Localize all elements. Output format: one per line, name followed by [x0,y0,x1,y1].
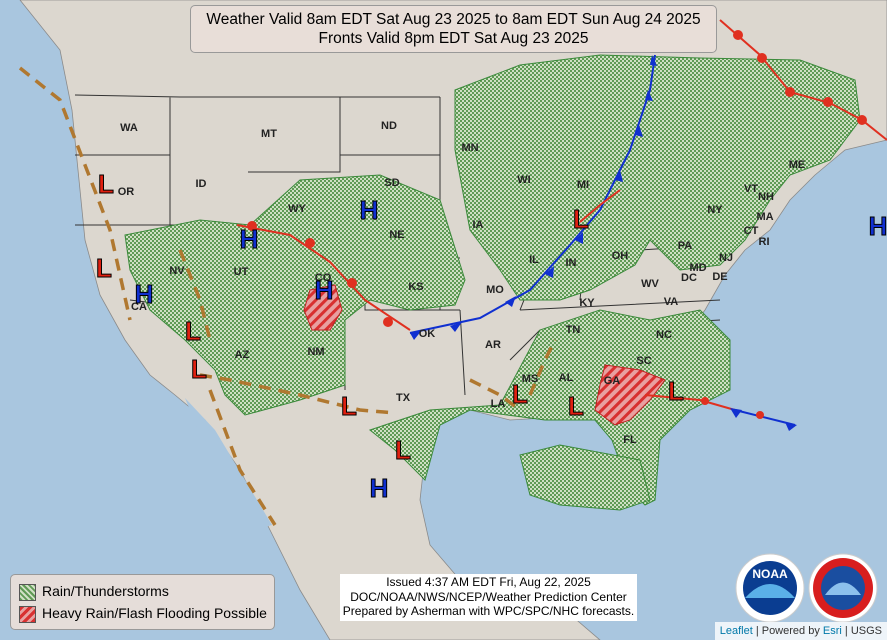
state-label: MT [261,128,277,140]
state-label: MS [522,373,539,385]
low-pressure: L [512,379,528,409]
state-label: SD [384,177,399,189]
issued-line: DOC/NOAA/NWS/NCEP/Weather Prediction Cen… [350,589,627,604]
title-box: Weather Valid 8am EDT Sat Aug 23 2025 to… [190,5,717,53]
leaflet-link[interactable]: Leaflet [719,625,753,637]
state-label: MA [756,211,773,223]
legend-label: Rain/Thunderstorms [42,583,169,599]
state-label: MN [461,142,478,154]
state-label: ID [196,178,207,190]
state-label: NY [707,204,723,216]
baja [185,398,272,528]
state-label: IL [529,254,539,266]
title-line: Weather Valid 8am EDT Sat Aug 23 2025 to… [206,11,701,28]
attribution-text: | USGS [844,625,882,637]
state-label: OH [612,250,629,262]
issued-box: Issued 4:37 AM EDT Fri, Aug 22, 2025 DOC… [340,574,637,621]
low-pressure: L [185,316,201,346]
state-label: MO [486,284,504,296]
state-label: WV [641,278,659,290]
state-label: GA [604,375,621,387]
state-label: UT [234,266,249,278]
state-label: DC [681,272,697,284]
state-label: LA [491,398,506,410]
state-label: ND [381,120,397,132]
state-label: CO [315,272,332,284]
state-label: NM [307,346,324,358]
state-label: NV [169,265,185,277]
state-label: PA [678,240,693,252]
front-symbols [247,30,867,431]
low-pressure: L [191,354,207,384]
low-pressure: L [568,391,584,421]
legend-item: Rain/Thunderstorms [19,581,169,601]
attribution-text: | Powered by [755,625,820,637]
state-label: VT [744,183,758,195]
rain-areas [124,54,861,511]
attribution: Leaflet | Powered by Esri | USGS [714,622,887,640]
issued-line: Prepared by Asherman with WPC/SPC/NHC fo… [342,604,635,618]
fronts [236,19,887,426]
state-label: FL [623,434,637,446]
state-label: SC [636,355,651,367]
state-label: DE [712,271,727,283]
state-label: CA [131,301,147,313]
noaa-logo-text: NOAA [752,567,788,581]
low-pressure: L [96,253,112,283]
state-label: CT [744,225,759,237]
high-pressure: H [869,211,887,241]
troughs [18,66,557,526]
high-pressure: H [360,195,379,225]
issued-line: Issued 4:37 AM EDT Fri, Aug 22, 2025 [386,575,591,589]
state-label: AR [485,339,501,351]
low-pressure: L [395,435,411,465]
state-label: KY [579,297,595,309]
state-label: NJ [719,252,733,264]
high-pressure: H [240,224,259,254]
low-pressure: L [341,391,357,421]
state-label: TX [396,392,411,404]
state-label: IN [566,257,577,269]
state-label: NC [656,329,672,341]
low-pressure: L [98,169,114,199]
state-label: OR [118,186,135,198]
state-label: VA [664,296,679,308]
state-label: RI [759,236,770,248]
title-line: Fronts Valid 8pm EDT Sat Aug 23 2025 [318,30,589,47]
esri-link[interactable]: Esri [822,625,842,637]
low-pressure: L [573,204,589,234]
labels: WA OR MT ID WY ND SD NE MN WI MI IA IL IN OH KS MO KY TN AR… [96,120,887,503]
state-label: WI [517,174,530,186]
state-label: NE [389,229,404,241]
state-label: MI [577,179,589,191]
noaa-logo: NOAA [735,553,878,623]
legend: Rain/Thunderstorms Heavy Rain/Flash Floo… [10,574,275,630]
legend-label: Heavy Rain/Flash Flooding Possible [42,605,267,621]
state-label: IA [473,219,484,231]
high-pressure: H [315,275,334,305]
state-label: MD [689,262,706,274]
state-label: AL [559,372,574,384]
state-label: AZ [235,349,250,361]
state-label: TN [566,324,581,336]
state-label: NH [758,191,774,203]
state-label: WA [120,122,138,134]
legend-item: Heavy Rain/Flash Flooding Possible [19,603,267,623]
state-label: OK [419,328,436,340]
high-pressure: H [135,279,154,309]
heavy-rain-areas [303,284,666,426]
low-pressure: L [668,376,684,406]
state-label: KS [408,281,423,293]
high-pressure: H [370,473,389,503]
atlantic-canada [830,150,887,200]
state-label: ME [789,159,806,171]
state-label: WY [288,203,306,215]
